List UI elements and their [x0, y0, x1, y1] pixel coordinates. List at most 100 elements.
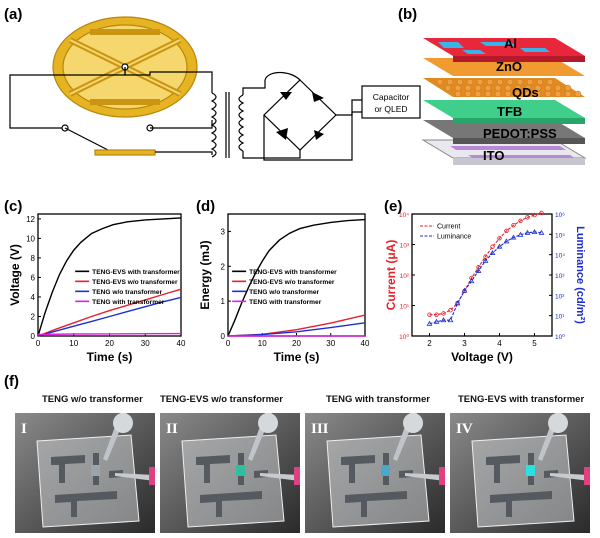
y-tick-label: 4 — [31, 293, 36, 302]
glass-substrate — [181, 434, 285, 528]
series-line-luminance — [429, 231, 542, 325]
quantum-dots — [436, 78, 582, 98]
y-tick-label: 2 — [221, 262, 226, 271]
probe-needle-right — [115, 473, 155, 481]
data-point-luminance — [475, 267, 482, 273]
y-tick-label-right: 10⁴ — [555, 253, 565, 260]
y-tick-label: 8 — [31, 254, 36, 263]
data-point-luminance — [426, 320, 433, 326]
y-tick-label-right: 10³ — [555, 273, 565, 280]
chart-energy-vs-time: 0 10 20 30 40 0 1 2 3 Time (s) Energy (mJ) TENG-EVS… — [198, 213, 370, 364]
y-tick-label: 6 — [31, 273, 36, 282]
diode-4 — [314, 130, 324, 140]
data-point-current — [539, 210, 544, 216]
qled-layer-stack — [421, 38, 587, 165]
transformer-secondary-coil — [238, 94, 245, 152]
data-point-luminance — [447, 317, 454, 323]
wire-bridge-top — [264, 71, 301, 81]
probe-tip-right — [294, 467, 300, 485]
series-line-red — [37, 288, 182, 337]
x-tick-label: 30 — [326, 339, 335, 348]
legend-entry: Luminance — [437, 234, 471, 241]
ito-pattern-3 — [490, 491, 552, 517]
photo-index-III: III — [311, 421, 329, 437]
x-tick-label: 10 — [69, 339, 78, 348]
qled-emission — [381, 465, 390, 476]
photo-index-I: I — [21, 421, 27, 437]
al-electrode-4 — [462, 50, 486, 54]
data-point-luminance — [531, 229, 538, 235]
data-point-current — [448, 308, 453, 313]
x-tick-label: 30 — [141, 339, 150, 348]
load-box — [361, 85, 421, 119]
y-tick-label: 3 — [221, 227, 226, 236]
photo-title-4: TENG-EVS with transformer — [458, 394, 585, 405]
teng-circuit-schematic — [9, 16, 421, 161]
diode-3 — [276, 128, 288, 140]
data-point-current — [525, 215, 530, 220]
y-tick-label: 0 — [31, 332, 36, 341]
y-axis-label-left: Current (μA) — [384, 240, 398, 311]
y-tick-label-right: 10⁶ — [555, 212, 565, 219]
photo-title-3: TENG with transformer — [326, 394, 430, 405]
y-tick-label-left: 10² — [400, 273, 410, 280]
load-label-line1: Capacitor — [373, 92, 410, 102]
qled-emission — [236, 465, 245, 476]
data-point-current — [441, 311, 446, 316]
chart-current-luminance-vs-voltage: 2 3 4 5 10⁰ 10¹ 10² 10³ 10⁴ 10⁰ 10¹ 10² 10³ 10⁴ 10⁵ 10⁶… — [384, 210, 586, 364]
y-tick-label-right: 10¹ — [555, 314, 565, 321]
layer-label-ito: ITO — [483, 148, 504, 163]
y-tick-label: 1 — [221, 297, 226, 306]
probe-tip-right — [439, 467, 445, 485]
data-point-luminance — [524, 229, 531, 235]
photo-title-2: TENG-EVS w/o transformer — [160, 394, 283, 405]
wire-bridge-right — [336, 99, 362, 116]
probe-holder-top — [403, 413, 423, 433]
ito-pattern-1 — [51, 455, 85, 483]
data-point-current — [518, 218, 523, 223]
glass-substrate — [471, 434, 575, 528]
y-tick-label: 0 — [221, 332, 226, 341]
data-point-luminance — [468, 278, 475, 284]
data-point-luminance — [433, 318, 440, 324]
probe-tip-right — [584, 467, 590, 485]
series-line-current — [429, 212, 542, 316]
data-point-luminance — [517, 231, 524, 237]
series-line-black — [227, 218, 366, 337]
legend-entry: TENG with transformer — [249, 299, 322, 306]
layer-label-zno: ZnO — [496, 59, 522, 74]
photo-title-1: TENG w/o transformer — [42, 394, 143, 405]
x-tick-label: 20 — [105, 339, 114, 348]
probe-holder-top — [258, 413, 278, 433]
probe-needle-right — [550, 473, 590, 481]
series-line-blue — [37, 296, 182, 337]
y-tick-label-right: 10⁵ — [555, 232, 565, 239]
photo-index-II: II — [166, 421, 178, 437]
data-point-luminance — [440, 317, 447, 323]
layer-label-pedot: PEDOT:PSS — [483, 126, 557, 141]
diode-1 — [280, 92, 292, 100]
y-axis-label: Voltage (V) — [8, 244, 22, 306]
probe-holder-top — [113, 413, 133, 433]
data-point-luminance — [510, 234, 517, 240]
qled-pixel-off — [91, 465, 100, 476]
chart-voltage-vs-time: 0 10 20 30 40 0 2 4 6 8 10 12 Time (s) Voltage (V) TEN… — [8, 213, 186, 364]
data-point-current — [504, 228, 509, 234]
device-photo-2: II — [160, 413, 300, 533]
layer-tfb-shape — [423, 100, 585, 118]
x-tick-label: 3 — [462, 339, 467, 348]
ito-pattern-3 — [200, 491, 262, 517]
ito-pattern-1 — [196, 455, 230, 483]
data-point-current — [532, 212, 537, 218]
switch-base — [94, 149, 156, 156]
al-electrode-2 — [480, 42, 516, 46]
probe-needle-right — [405, 473, 445, 481]
x-tick-label: 4 — [497, 339, 502, 348]
layer-zno-shape — [423, 58, 585, 76]
y-tick-label-left: 10⁰ — [399, 333, 409, 341]
y-tick-label-left: 10³ — [400, 243, 410, 250]
legend-entry: TENG-EVS w/o transformer — [249, 279, 335, 286]
photo-index-IV: IV — [456, 421, 473, 437]
layer-qds-shape — [423, 78, 585, 97]
series-line-blue — [227, 322, 366, 337]
